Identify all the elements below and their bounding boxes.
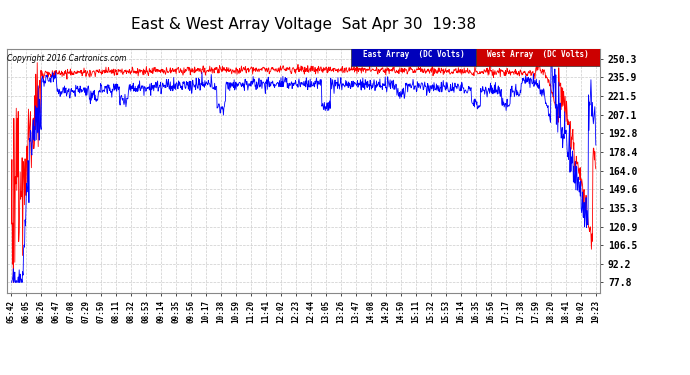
Text: East & West Array Voltage  Sat Apr 30  19:38: East & West Array Voltage Sat Apr 30 19:…: [131, 17, 476, 32]
Text: West Array  (DC Volts): West Array (DC Volts): [487, 50, 589, 59]
FancyBboxPatch shape: [475, 43, 600, 66]
FancyBboxPatch shape: [351, 43, 475, 66]
Text: East Array  (DC Volts): East Array (DC Volts): [362, 50, 464, 59]
Text: Copyright 2016 Cartronics.com: Copyright 2016 Cartronics.com: [8, 54, 127, 63]
